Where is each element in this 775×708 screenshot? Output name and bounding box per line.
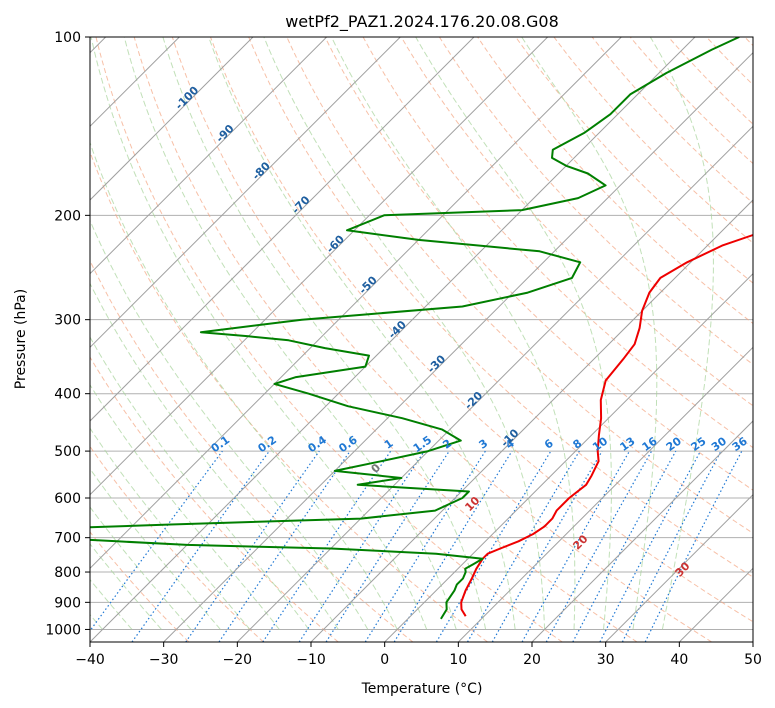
mixing-ratio-line	[393, 450, 513, 642]
moist-adiabat	[649, 37, 714, 630]
x-tick-label: 20	[523, 652, 541, 668]
dry-adiabat	[553, 37, 753, 244]
dry-adiabat	[286, 37, 753, 534]
mixing-ratio-line	[435, 450, 552, 642]
moist-adiabat	[90, 37, 428, 630]
moist-adiabat	[90, 543, 162, 630]
x-axis-label: Temperature (°C)	[361, 681, 483, 697]
isotherm-line	[310, 199, 753, 642]
x-tick-label: 40	[670, 652, 688, 668]
y-tick-label: 800	[54, 565, 81, 581]
x-tick-label: 10	[449, 652, 467, 668]
mixing-ratio-line	[325, 450, 450, 642]
isotherm-line	[384, 272, 753, 642]
moist-adiabat	[90, 506, 192, 630]
mixing-ratio-line	[521, 450, 631, 642]
dry-adiabat	[133, 37, 638, 642]
moist-adiabat	[415, 37, 612, 630]
moist-adiabat	[90, 427, 251, 630]
dry-adiabat	[438, 37, 753, 366]
isotherm-line	[163, 51, 753, 642]
mixing-ratio-line	[572, 450, 677, 642]
isotherm-line	[605, 493, 753, 642]
isotherm-line	[457, 346, 753, 642]
isotherm-line	[90, 37, 549, 496]
chart-title: wetPf2_PAZ1.2024.176.20.08.G08	[285, 12, 559, 32]
x-tick-label: 50	[744, 652, 762, 668]
isotherm-line	[90, 37, 328, 275]
isotherm-line	[90, 37, 475, 422]
dry-adiabat	[477, 37, 753, 325]
mixing-ratio-line	[491, 450, 603, 642]
y-tick-label: 700	[54, 531, 81, 547]
moist-adiabat	[208, 37, 516, 630]
isotherm-line	[531, 420, 753, 642]
x-tick-label: −40	[75, 652, 105, 668]
y-tick-label: 100	[54, 30, 81, 46]
moist-adiabat	[90, 219, 369, 630]
moist-adiabat	[90, 578, 133, 630]
mixing-ratio-line	[364, 450, 486, 642]
y-tick-label: 200	[54, 208, 81, 224]
y-tick-label: 900	[54, 595, 81, 611]
y-tick-label: 1000	[45, 622, 81, 638]
plot-background-lines	[90, 37, 753, 642]
mixing-ratio-line	[90, 450, 223, 632]
x-tick-label: 30	[597, 652, 615, 668]
y-axis-label: Pressure (hPa)	[13, 289, 29, 389]
moist-adiabat	[90, 383, 280, 630]
mixing-ratio-line	[466, 450, 580, 642]
dry-adiabat	[591, 37, 753, 204]
x-tick-label: −20	[223, 652, 253, 668]
plot-frame	[89, 36, 754, 643]
dry-adiabat	[248, 37, 753, 578]
moist-adiabat	[263, 37, 546, 630]
dewpoint-profile	[90, 37, 740, 620]
dry-adiabat	[171, 37, 712, 642]
x-tick-label: −30	[149, 652, 179, 668]
dry-adiabat	[324, 37, 753, 491]
dry-adiabat	[90, 356, 339, 642]
isotherm-line	[236, 125, 753, 642]
moist-adiabat	[162, 37, 487, 630]
moist-adiabat	[90, 141, 398, 630]
mixing-ratio-line	[131, 450, 270, 642]
plot-data	[90, 37, 753, 620]
axes: −40 −30 −20 −10 0 10 20 30 40 50 100 200 300 400 500 60…	[45, 30, 762, 668]
isotherm-line	[90, 37, 254, 201]
temperature-profile	[460, 233, 753, 617]
moist-adiabat	[521, 37, 658, 630]
y-tick-label: 300	[54, 313, 81, 329]
dry-adiabat	[90, 150, 488, 642]
isotherm-line	[90, 37, 401, 349]
x-tick-label: 0	[380, 652, 389, 668]
y-tick-label: 400	[54, 387, 81, 403]
mixing-ratio-line	[218, 450, 351, 642]
dry-adiabat	[95, 37, 563, 642]
moist-adiabat	[90, 467, 221, 630]
dry-adiabat	[210, 37, 753, 623]
dry-adiabat	[400, 37, 753, 407]
y-tick-label: 500	[54, 444, 81, 460]
y-tick-label: 600	[54, 491, 81, 507]
dry-adiabat	[90, 259, 414, 642]
isotherm-line	[90, 37, 696, 642]
x-tick-label: −10	[296, 652, 326, 668]
